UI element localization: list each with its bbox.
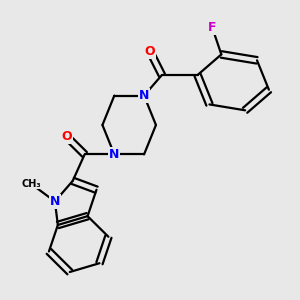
Text: N: N (50, 195, 60, 208)
Text: CH₃: CH₃ (21, 179, 41, 189)
Text: N: N (139, 89, 149, 102)
Text: O: O (61, 130, 72, 143)
Text: O: O (145, 45, 155, 58)
Text: F: F (208, 22, 217, 34)
Text: N: N (109, 148, 119, 161)
